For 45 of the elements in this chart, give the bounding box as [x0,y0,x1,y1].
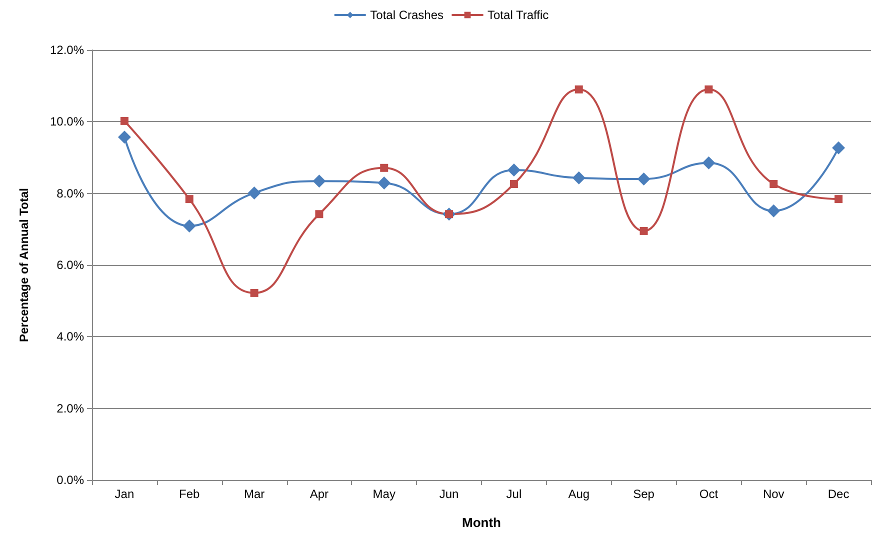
point [120,116,128,125]
y-tick-label: 0.0% [56,473,84,487]
point [767,204,780,218]
point [640,226,648,235]
y-tick-label: 2.0% [56,401,84,416]
point [185,195,194,204]
x-tick-label: Aug [568,487,590,501]
point [572,171,586,184]
y-tick-label: 6.0% [56,258,84,272]
y-tick-label: 4.0% [56,330,84,344]
x-tick-label: Jul [506,487,522,501]
y-tick-label: 10.0% [50,114,84,129]
x-tick-label: Feb [179,487,200,501]
x-tick-label: Sep [633,487,655,501]
x-tick-label: Nov [762,487,784,501]
point [248,186,261,200]
y-tick-label: 12.0% [50,43,84,57]
y-axis-title: Percentage of Annual Total [17,188,31,342]
x-tick-label: Jan [114,487,134,501]
point [834,195,843,204]
legend-label: Total Traffic [488,8,549,22]
point [704,85,713,94]
x-axis-title: Month [462,515,502,530]
point [510,180,518,188]
point [574,85,583,94]
x-tick-label: Dec [828,487,850,501]
x-tick-label: Oct [699,487,719,501]
point [250,288,258,297]
point [315,210,324,218]
point [118,130,131,144]
point [312,174,326,188]
point [380,164,388,172]
point [637,172,650,186]
x-tick-label: Jun [439,487,459,501]
point [770,180,778,188]
x-tick-label: Apr [310,487,329,501]
point [507,164,520,177]
x-tick-label: Mar [244,487,265,501]
point [378,176,391,190]
point [182,219,196,232]
point [702,156,716,170]
point [832,141,846,154]
y-tick-label: 8.0% [56,186,84,200]
x-tick-label: May [372,487,396,501]
legend-label: Total Crashes [370,8,444,22]
